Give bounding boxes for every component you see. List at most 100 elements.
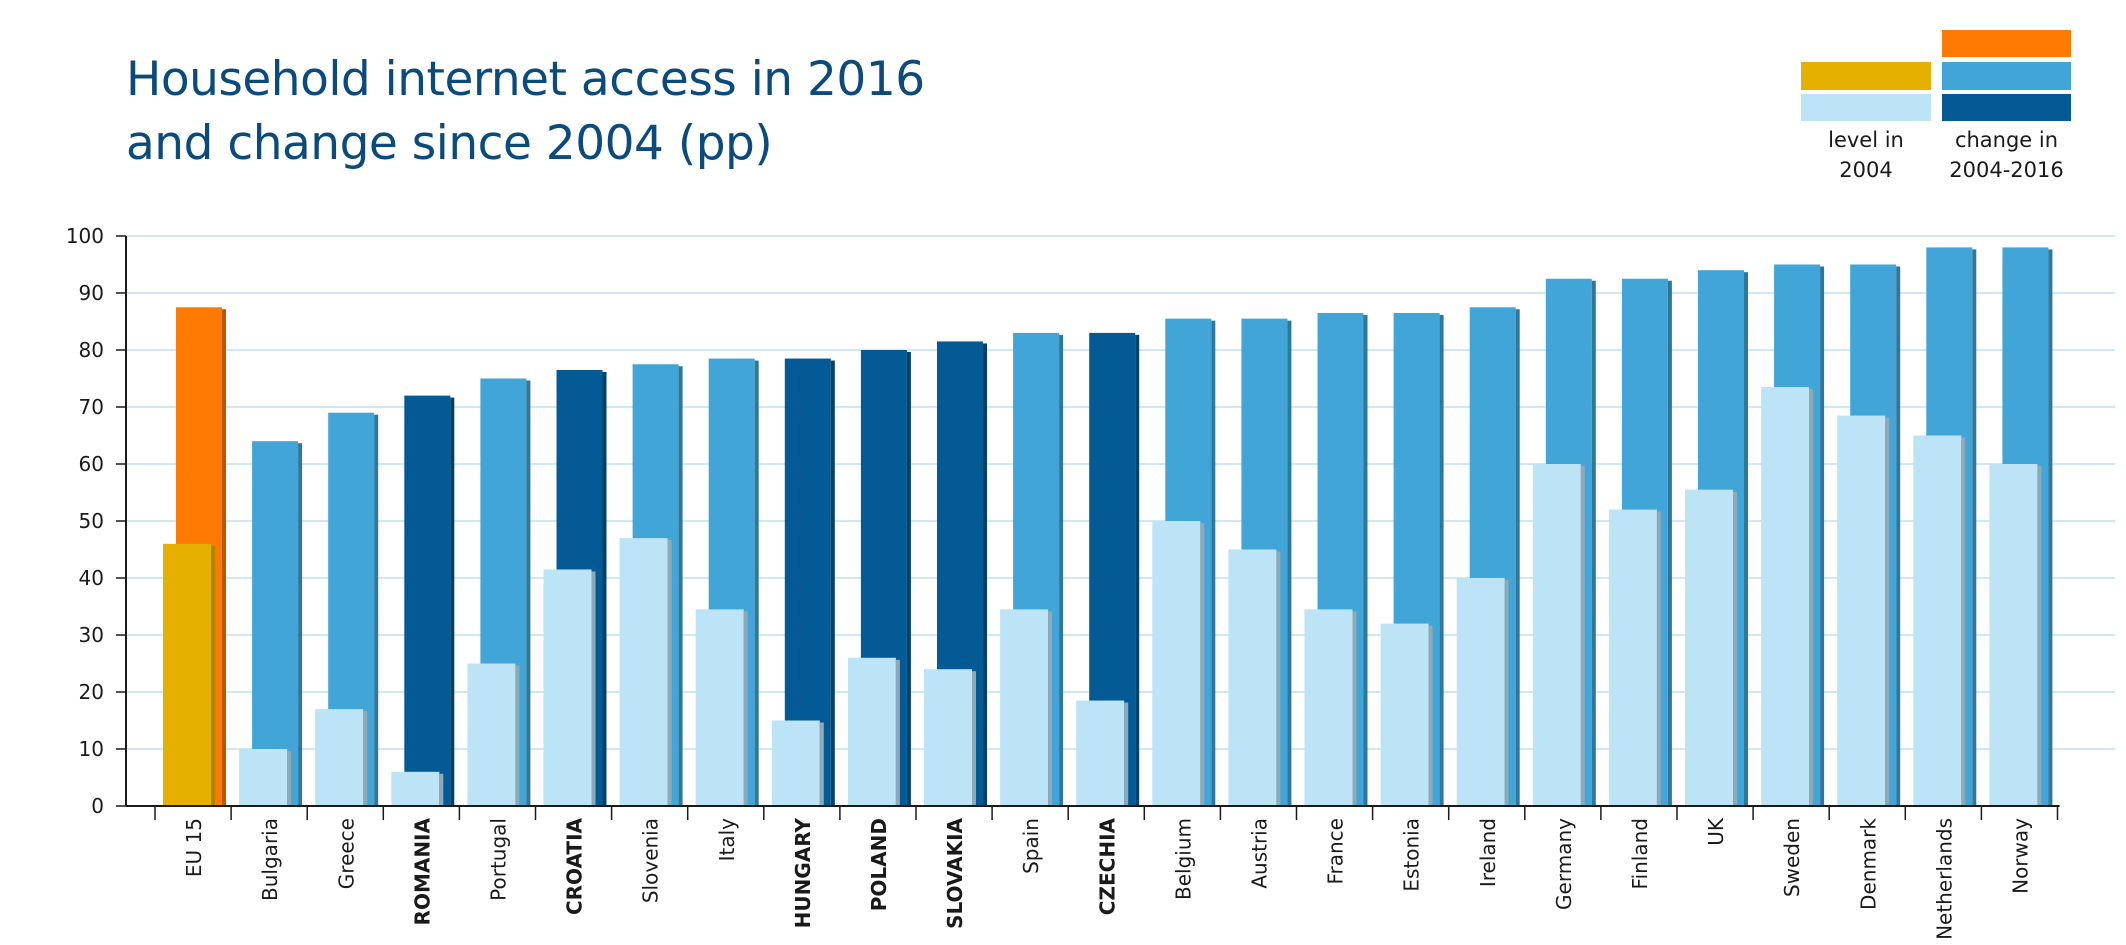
bar-2004-side xyxy=(1809,389,1814,806)
category-label: CZECHIA xyxy=(1095,817,1119,915)
y-tick-label: 60 xyxy=(79,452,104,476)
bar-2004-side xyxy=(1048,611,1053,806)
legend-swatch-change-country xyxy=(1942,62,2071,90)
category-label: Sweden xyxy=(1780,818,1804,897)
legend-swatch-change-eu xyxy=(1942,30,2071,57)
bar-2004-side xyxy=(1580,466,1585,806)
legend-label-level-2004-line-1: level in xyxy=(1828,128,1904,152)
bar-2016-side xyxy=(1211,320,1216,806)
bar-2016-side xyxy=(906,352,911,806)
bar-2004-side xyxy=(895,659,900,806)
category-label: Belgium xyxy=(1171,818,1195,900)
bar-2004 xyxy=(467,663,516,806)
chart-title-line-1: Household internet access in 2016 xyxy=(126,52,925,107)
bar-2016-side xyxy=(1515,309,1520,806)
y-tick-label: 20 xyxy=(79,680,104,704)
category-label: Austria xyxy=(1247,818,1271,889)
category-label: Greece xyxy=(334,818,358,889)
bar-2004-side xyxy=(1124,702,1129,806)
bar-2004 xyxy=(1608,509,1657,806)
bar-2016-side xyxy=(602,371,607,806)
bar-2004 xyxy=(1456,578,1505,806)
bar-2004 xyxy=(1304,609,1353,806)
bar-2004-side xyxy=(1276,551,1281,806)
y-tick-label: 10 xyxy=(79,737,104,761)
category-label: CROATIA xyxy=(563,817,587,915)
category-label: ROMANIA xyxy=(410,817,434,925)
bar-2004 xyxy=(1761,387,1810,806)
legend-swatch-2004-eu xyxy=(1801,62,1931,90)
y-tick-label: 70 xyxy=(79,395,104,419)
category-label: SLOVAKIA xyxy=(943,817,967,928)
y-tick-label: 80 xyxy=(79,338,104,362)
bar-2004 xyxy=(695,609,744,806)
bar-2016-side xyxy=(1972,249,1977,806)
bar-2016-side xyxy=(526,380,531,806)
bar-2004 xyxy=(239,749,288,806)
bar-2004-side xyxy=(439,773,444,806)
bar-2016-side xyxy=(1896,266,1901,806)
bar-2016-side xyxy=(298,443,303,806)
bar-2004-side xyxy=(211,545,215,806)
legend-label-change-line-2: 2004-2016 xyxy=(1949,158,2064,182)
bar-2016-side xyxy=(1363,314,1368,806)
bar-2004-side xyxy=(972,671,976,806)
bar-2016-side xyxy=(222,309,226,806)
bar-2016-side xyxy=(1287,320,1292,806)
category-label: Germany xyxy=(1552,818,1576,910)
bar-2016-side xyxy=(754,360,759,806)
bar-2004-side xyxy=(591,571,596,806)
category-label: Denmark xyxy=(1856,818,1880,910)
category-label: POLAND xyxy=(867,818,891,911)
legend-swatch-2004-country xyxy=(1801,94,1931,121)
bar-2004 xyxy=(1989,464,2038,806)
y-tick-label: 30 xyxy=(79,623,104,647)
bar-2016-side xyxy=(374,414,379,806)
bar-2016 xyxy=(252,441,299,806)
bar-2004-side xyxy=(667,540,672,806)
category-label: EU 15 xyxy=(182,818,206,877)
bar-2004 xyxy=(619,538,668,806)
category-label: UK xyxy=(1704,817,1728,846)
bar-2016-side xyxy=(1439,314,1444,806)
y-tick-label: 100 xyxy=(66,224,104,248)
y-tick-label: 0 xyxy=(91,794,104,818)
bar-2004 xyxy=(1837,415,1886,806)
bar-2004-side xyxy=(1733,491,1737,806)
category-label: Netherlands xyxy=(1932,818,1956,940)
bar-2004 xyxy=(391,771,440,806)
bar-2004 xyxy=(1076,700,1125,806)
bar-2004-side xyxy=(363,711,368,806)
y-tick-label: 90 xyxy=(79,281,104,305)
category-label: Norway xyxy=(2008,818,2032,894)
bar-2004-side xyxy=(743,611,748,806)
legend-swatch-change-highlight xyxy=(1942,94,2071,121)
bar-2004-side xyxy=(1656,511,1661,806)
bar-2016-side xyxy=(2048,249,2053,806)
bar-2016-side xyxy=(1591,280,1596,806)
bar-2004 xyxy=(315,709,364,806)
bar-2004 xyxy=(1228,549,1277,806)
bar-2004 xyxy=(1532,464,1581,806)
category-label: Estonia xyxy=(1400,818,1424,892)
bar-2004-side xyxy=(1200,523,1205,806)
y-tick-label: 50 xyxy=(79,509,104,533)
bar-2004 xyxy=(924,669,972,806)
bar-2016-side xyxy=(1667,280,1672,806)
category-label: France xyxy=(1324,818,1348,885)
legend-label-level-2004-line-2: 2004 xyxy=(1839,158,1893,182)
category-label: HUNGARY xyxy=(791,817,815,928)
bar-2016-side xyxy=(678,366,683,806)
bar-2004 xyxy=(847,657,896,806)
category-label: Portugal xyxy=(486,818,510,901)
bar-2016-side xyxy=(1820,266,1825,806)
bar-2004-side xyxy=(515,665,520,806)
legend-label-change-line-1: change in xyxy=(1954,128,2059,152)
legend-label-level-2004: level in 2004 xyxy=(1786,125,1946,185)
bar-2016-side xyxy=(1744,272,1748,806)
category-label: Slovenia xyxy=(639,818,663,903)
y-tick-label: 40 xyxy=(79,566,104,590)
bar-2004 xyxy=(1000,609,1049,806)
chart-title-line-2: and change since 2004 (pp) xyxy=(126,116,773,171)
